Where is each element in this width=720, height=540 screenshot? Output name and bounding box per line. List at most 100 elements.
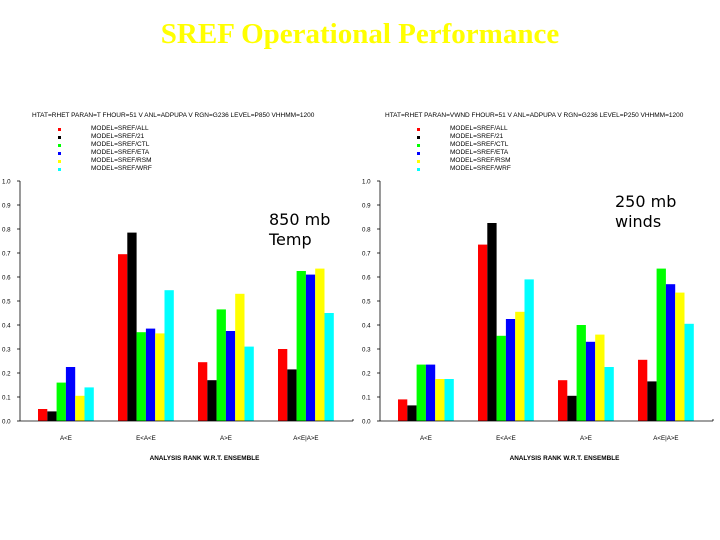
bar [324, 313, 334, 421]
x-tick-label: A<E [60, 435, 72, 442]
bar [207, 380, 217, 421]
legend-item: MODEL=SREF/ALL [58, 125, 152, 133]
bar [315, 268, 325, 421]
bar [305, 274, 316, 421]
bar [216, 309, 226, 421]
legend-swatch [58, 143, 61, 147]
legend-item: MODEL=SREF/21 [58, 133, 152, 141]
y-tick-label: 0.2 [362, 370, 371, 377]
bar [478, 244, 488, 421]
bar [235, 293, 245, 421]
chart-legend: MODEL=SREF/ALL MODEL=SREF/21 MODEL=SREF/… [58, 125, 152, 173]
bar-plot: 0.0 0.1 0.2 0.3 0.4 0.5 0.6 0.7 0.8 0.9 1.0 A<E E<A<… [2, 178, 354, 462]
bar [75, 395, 85, 421]
chart-annotation: 850 mb Temp [269, 210, 330, 250]
bar [47, 411, 57, 421]
legend-swatch [58, 159, 61, 163]
bar-plot: 0.0 0.1 0.2 0.3 0.4 0.5 0.6 0.7 0.8 0.9 1.0 A<E E<A<… [362, 178, 714, 462]
legend-swatch [58, 151, 61, 155]
y-tick-label: 0.7 [2, 250, 11, 257]
bar [444, 379, 454, 421]
bar [425, 364, 436, 421]
y-tick-label: 0.9 [2, 202, 11, 209]
legend-label: MODEL=SREF/WRF [91, 165, 152, 172]
y-tick-label: 0.1 [2, 394, 11, 401]
legend-item: MODEL=SREF/WRF [417, 165, 511, 173]
bar [524, 279, 534, 421]
y-tick-label: 0.1 [362, 394, 371, 401]
bar [65, 367, 76, 421]
x-tick-label: A<E|A>E [653, 435, 678, 442]
annotation-line: Temp [269, 230, 312, 249]
legend-label: MODEL=SREF/ETA [91, 149, 150, 156]
legend-swatch [417, 167, 420, 171]
bar [585, 341, 596, 421]
legend-item: MODEL=SREF/WRF [58, 165, 152, 173]
bar [136, 332, 146, 421]
y-tick-label: 0.4 [362, 322, 371, 329]
bar [496, 335, 506, 421]
legend-label: MODEL=SREF/CTL [450, 141, 509, 148]
bar [155, 333, 165, 421]
x-tick-label: A>E [580, 435, 592, 442]
y-tick-label: 0.5 [362, 298, 371, 305]
bar [435, 379, 445, 421]
legend-label: MODEL=SREF/ETA [450, 149, 509, 156]
legend-label: MODEL=SREF/21 [450, 133, 504, 140]
bar [287, 369, 297, 421]
y-tick-label: 0.5 [2, 298, 11, 305]
bar [647, 381, 657, 421]
legend-item: MODEL=SREF/RSM [58, 157, 152, 165]
chart-annotation: 250 mb winds [615, 192, 676, 232]
legend-label: MODEL=SREF/RSM [450, 157, 511, 164]
bar [164, 290, 174, 421]
bar [595, 334, 605, 421]
bar [407, 405, 417, 421]
legend-label: MODEL=SREF/RSM [91, 157, 152, 164]
y-tick-label: 0.7 [362, 250, 371, 257]
legend-swatch [417, 151, 420, 155]
legend-item: MODEL=SREF/21 [417, 133, 511, 141]
legend-item: MODEL=SREF/RSM [417, 157, 511, 165]
x-axis-title: ANALYSIS RANK W.R.T. ENSEMBLE [150, 455, 261, 462]
legend-item: MODEL=SREF/ALL [417, 125, 511, 133]
bar [118, 254, 128, 421]
legend-item: MODEL=SREF/ETA [58, 149, 152, 157]
y-tick-label: 0.9 [362, 202, 371, 209]
bar [487, 223, 497, 421]
legend-swatch [58, 127, 61, 131]
y-tick-label: 0.6 [2, 274, 11, 281]
y-tick-label: 0.0 [362, 418, 371, 425]
legend-label: MODEL=SREF/WRF [450, 165, 511, 172]
annotation-line: 850 mb [269, 210, 331, 229]
bar [515, 311, 525, 421]
slide-title: SREF Operational Performance [160, 18, 560, 50]
legend-swatch [417, 135, 420, 139]
bar [567, 395, 577, 421]
y-tick-label: 0.3 [362, 346, 371, 353]
chart-header: HTAT=RHET PARAN=VWND FHOUR=51 V ANL=ADPU… [385, 112, 684, 119]
x-tick-label: E<A<E [496, 435, 516, 442]
bar [665, 284, 676, 421]
bar [296, 271, 306, 421]
y-tick-label: 0.2 [2, 370, 11, 377]
legend-item: MODEL=SREF/CTL [58, 141, 152, 149]
legend-swatch [58, 167, 61, 171]
x-tick-label: E<A<E [136, 435, 156, 442]
y-tick-label: 0.8 [2, 226, 11, 233]
bar [198, 362, 208, 421]
bar [38, 409, 48, 421]
x-tick-label: A<E|A>E [293, 435, 318, 442]
legend-swatch [417, 143, 420, 147]
bar [684, 323, 694, 421]
y-tick-label: 1.0 [2, 178, 11, 185]
y-tick-label: 0.0 [2, 418, 11, 425]
chart-legend: MODEL=SREF/ALL MODEL=SREF/21 MODEL=SREF/… [417, 125, 511, 173]
legend-item: MODEL=SREF/CTL [417, 141, 511, 149]
bar [56, 382, 66, 421]
bar [225, 331, 236, 421]
bar [398, 399, 408, 421]
y-tick-label: 1.0 [362, 178, 371, 185]
annotation-line: winds [615, 212, 662, 231]
bar [576, 325, 586, 421]
